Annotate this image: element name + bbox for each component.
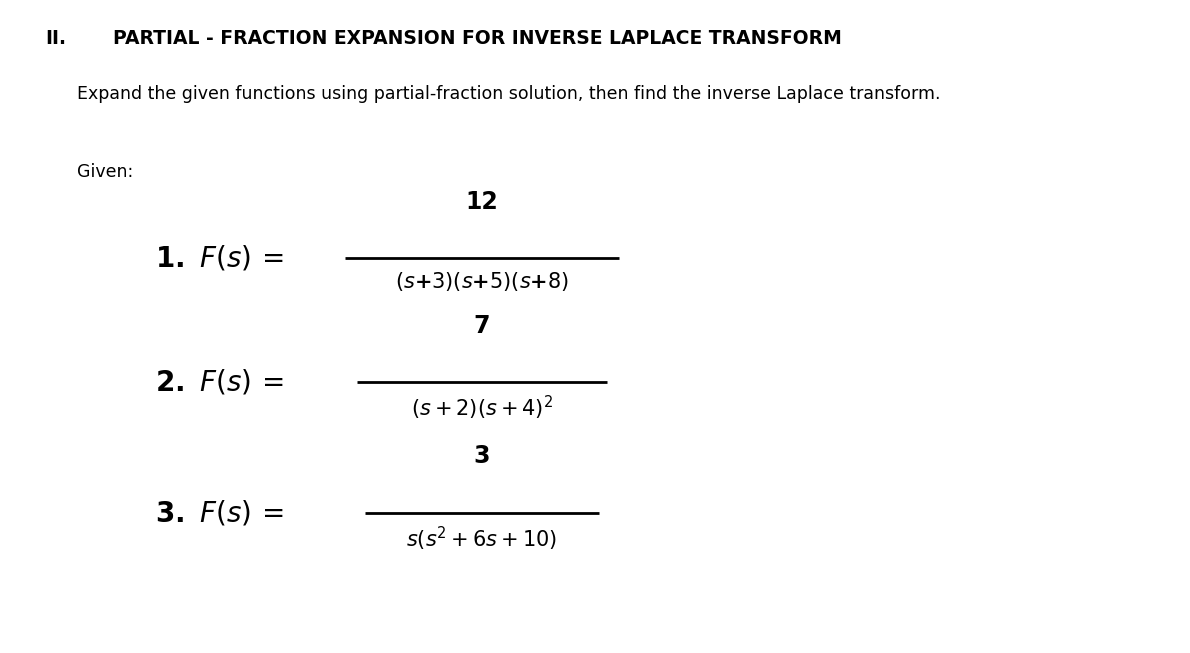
Text: Given:: Given: [77, 163, 133, 182]
Text: $\mathbf{3.\,\,\it{F(s)}\,=}$: $\mathbf{3.\,\,\it{F(s)}\,=}$ [155, 498, 283, 527]
Text: $\mathbf{1.\,\,\it{F(s)}\,=}$: $\mathbf{1.\,\,\it{F(s)}\,=}$ [155, 244, 283, 272]
Text: $s(s^2 + 6s + 10)$: $s(s^2 + 6s + 10)$ [407, 524, 557, 552]
Text: $\mathbf{2.\,\,\it{F(s)}\,=}$: $\mathbf{2.\,\,\it{F(s)}\,=}$ [155, 368, 283, 396]
Text: II.: II. [45, 29, 67, 48]
Text: PARTIAL - FRACTION EXPANSION FOR INVERSE LAPLACE TRANSFORM: PARTIAL - FRACTION EXPANSION FOR INVERSE… [113, 29, 843, 48]
Text: $(s + 2)(s + 4)^2$: $(s + 2)(s + 4)^2$ [411, 394, 553, 422]
Text: 3: 3 [474, 444, 490, 468]
Text: 12: 12 [465, 189, 499, 214]
Text: $(s$+$3)(s$+$5)(s$+$8)$: $(s$+$3)(s$+$5)(s$+$8)$ [395, 270, 569, 293]
Text: Expand the given functions using partial-fraction solution, then find the invers: Expand the given functions using partial… [77, 85, 941, 103]
Text: 7: 7 [474, 313, 490, 338]
